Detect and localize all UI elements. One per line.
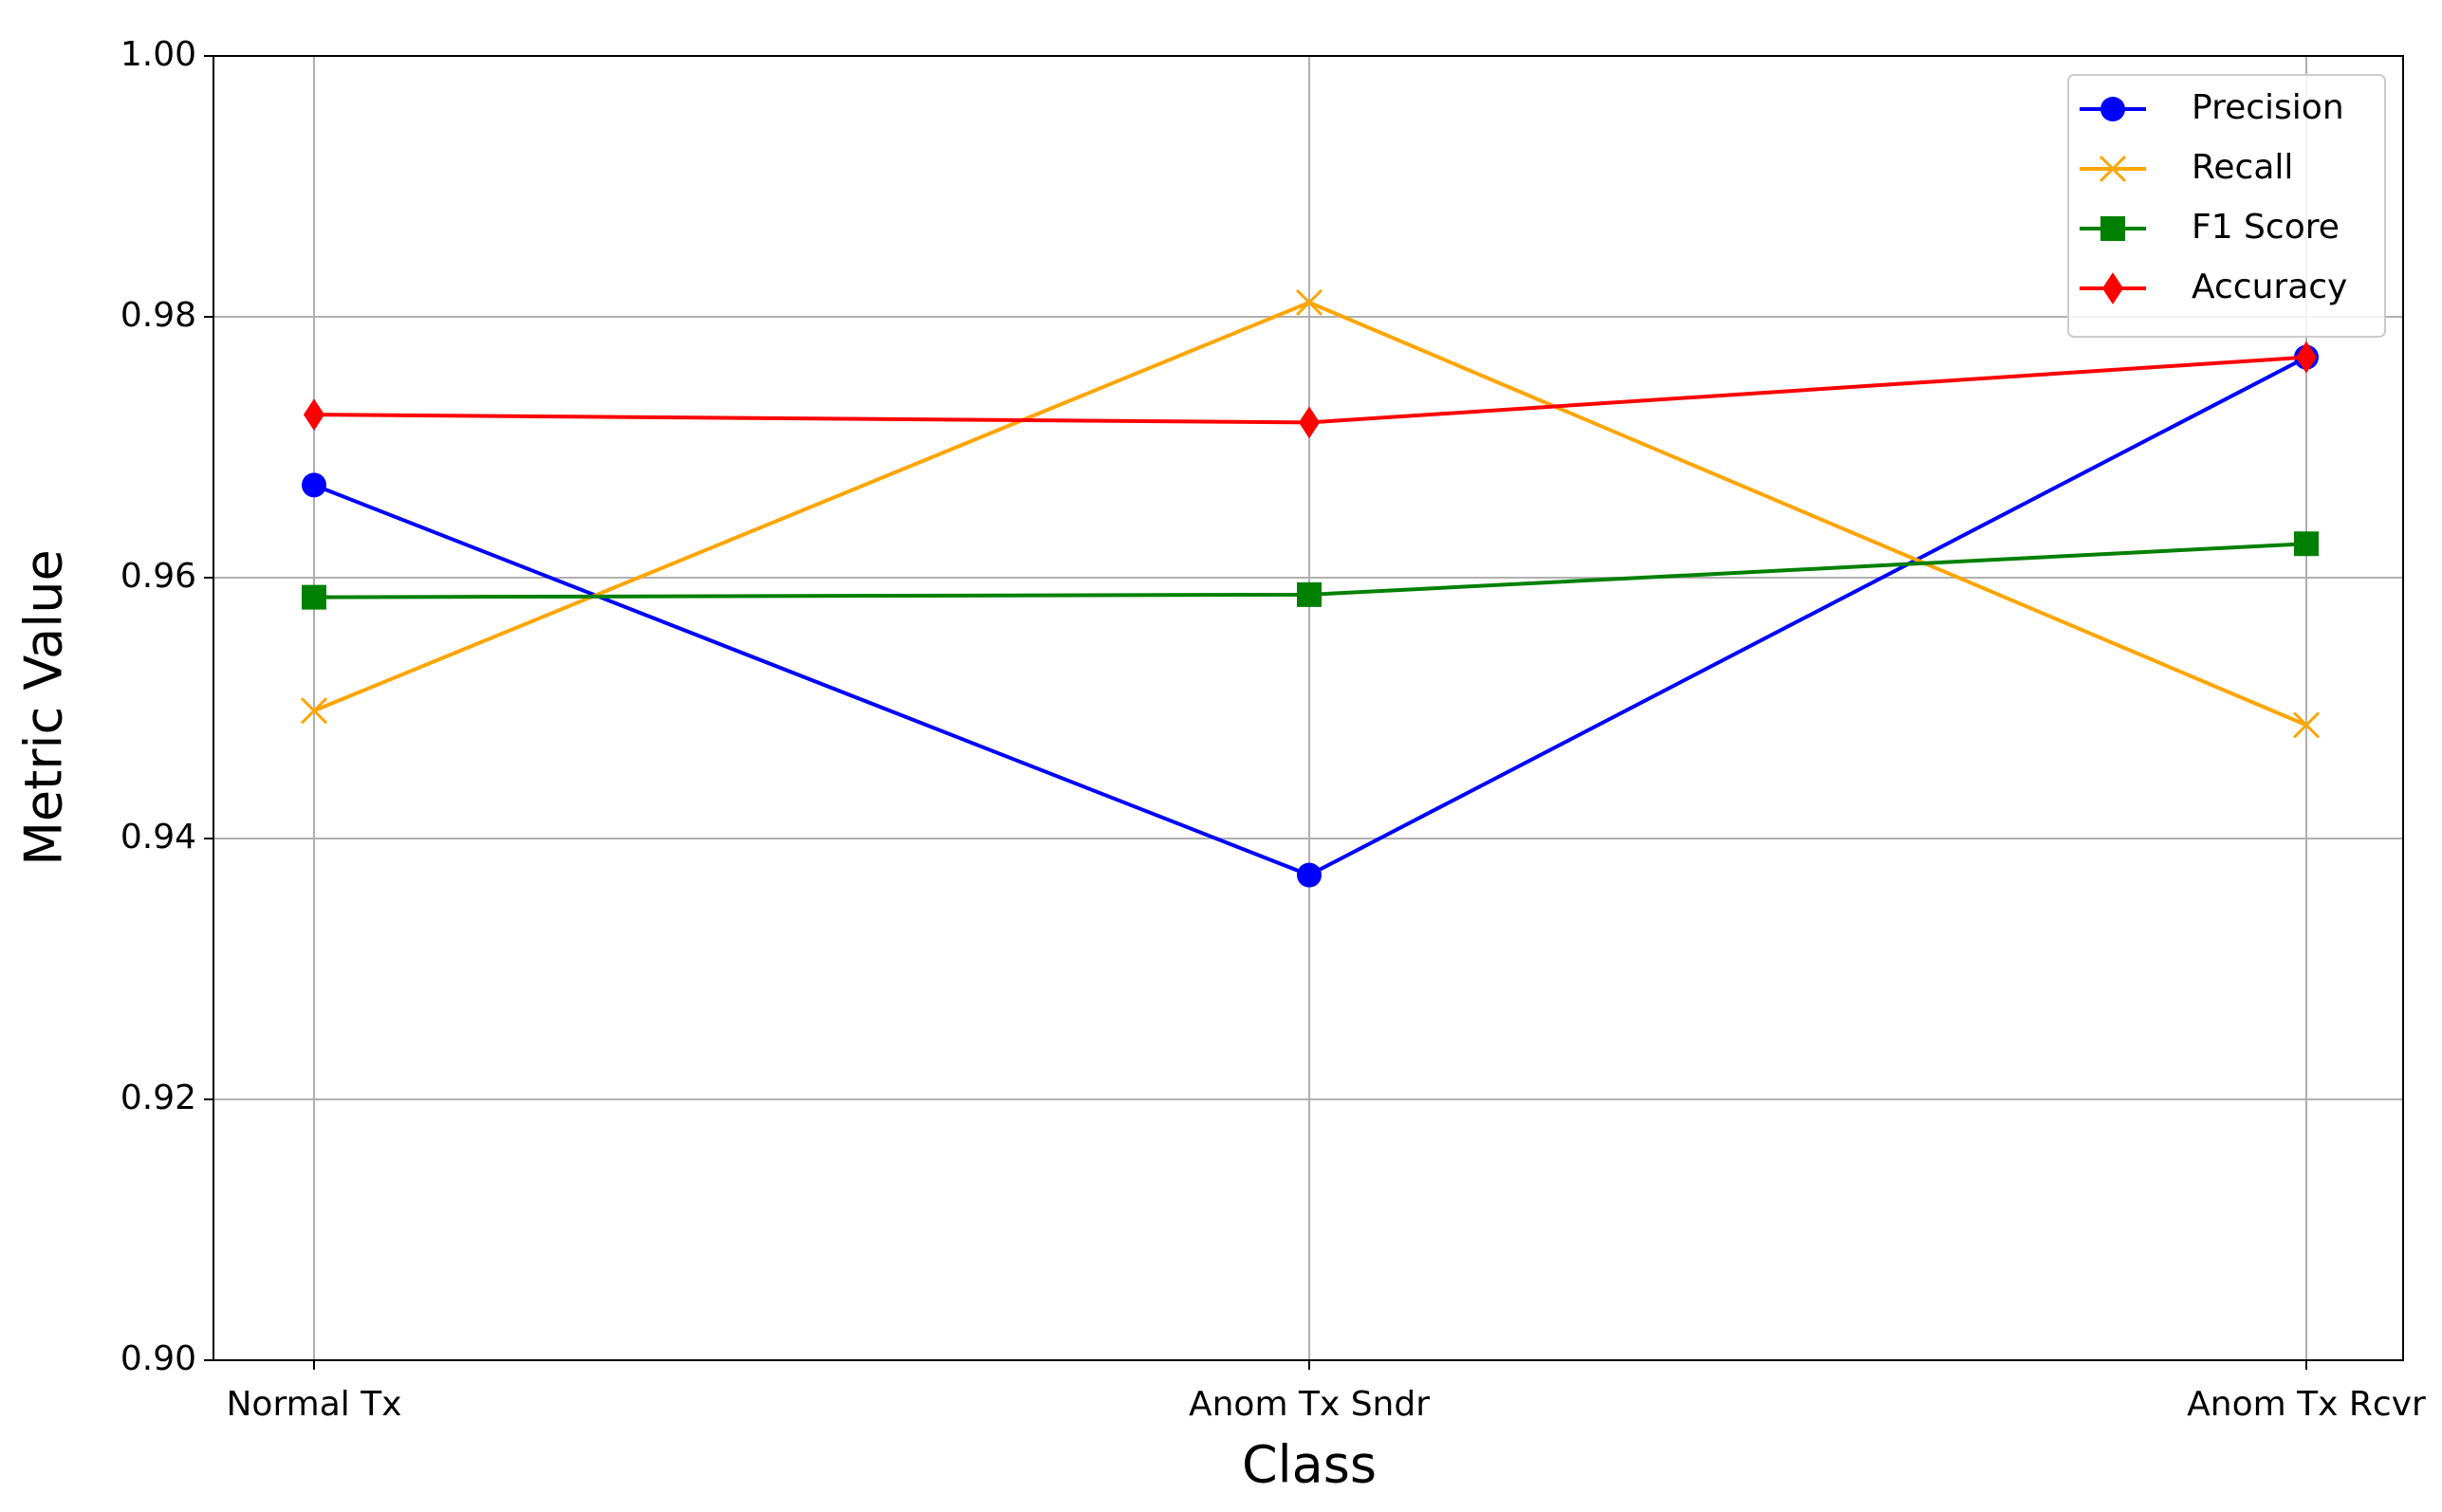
- y-tick-label: 0.92: [120, 1079, 196, 1117]
- y-tick-label: 0.94: [120, 818, 196, 857]
- marker: [300, 697, 328, 725]
- marker: [2292, 711, 2321, 739]
- marker: [2295, 341, 2318, 374]
- y-tick-label: 0.96: [120, 557, 196, 596]
- marker: [1295, 288, 1323, 316]
- plot-frame: [213, 55, 2404, 1361]
- legend-box: [2067, 74, 2386, 338]
- marker: [1297, 862, 1322, 888]
- marker: [2100, 216, 2125, 241]
- legend-label: Precision: [2192, 88, 2344, 127]
- marker: [2294, 531, 2319, 557]
- marker: [302, 584, 326, 610]
- x-tick-label: Anom Tx Rcvr: [2187, 1385, 2426, 1424]
- y-tick-label: 0.90: [120, 1339, 196, 1378]
- x-axis-label: Class: [1242, 1435, 1377, 1495]
- y-axis-label: Metric Value: [14, 549, 74, 865]
- marker: [2101, 272, 2124, 304]
- marker: [1298, 406, 1321, 439]
- x-tick-label: Normal Tx: [227, 1385, 402, 1424]
- marker: [303, 398, 325, 432]
- legend-label: Recall: [2192, 148, 2293, 187]
- y-tick-label: 0.98: [120, 296, 196, 335]
- marker: [2100, 97, 2125, 121]
- legend-label: Accuracy: [2192, 267, 2347, 306]
- marker: [2099, 155, 2127, 183]
- legend-label: F1 Score: [2192, 208, 2340, 247]
- marker: [1297, 581, 1322, 607]
- y-tick-label: 1.00: [120, 35, 196, 74]
- marker: [302, 472, 326, 498]
- x-tick-label: Anom Tx Sndr: [1189, 1385, 1430, 1424]
- legend: Precision Recall F1 Score Accuracy: [2067, 74, 2386, 338]
